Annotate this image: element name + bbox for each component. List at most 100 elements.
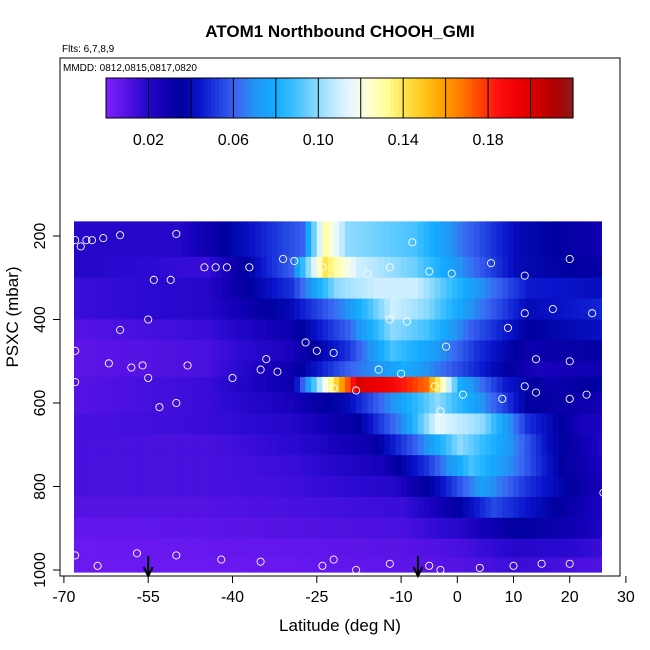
heatmap-cell xyxy=(97,221,104,258)
heatmap-cell xyxy=(406,319,413,341)
heatmap-cell xyxy=(305,298,312,320)
heatmap-cell xyxy=(232,455,239,477)
heatmap-cell xyxy=(530,557,537,573)
heatmap-cell xyxy=(586,298,593,320)
colorbar-segment xyxy=(460,78,465,118)
heatmap-cell xyxy=(586,277,593,300)
colorbar-segment xyxy=(557,78,562,118)
heatmap-cell xyxy=(333,319,340,341)
heatmap-cell xyxy=(632,377,638,393)
heatmap-cell xyxy=(165,476,172,498)
heatmap-cell xyxy=(513,455,520,477)
heatmap-cell xyxy=(496,557,503,573)
colorbar-segment xyxy=(125,78,130,118)
heatmap-cell xyxy=(142,298,149,320)
colorbar-segment xyxy=(172,78,177,118)
observation-point xyxy=(144,373,153,383)
heatmap-cell xyxy=(210,455,217,477)
heatmap-cell xyxy=(254,256,262,279)
heatmap-cell xyxy=(592,277,599,300)
heatmap-cell xyxy=(609,361,615,377)
heatmap-cell xyxy=(187,221,194,258)
heatmap-cell xyxy=(569,476,576,498)
heatmap-cell xyxy=(74,434,76,456)
heatmap-cell xyxy=(159,413,166,435)
heatmap-cell xyxy=(181,517,189,540)
heatmap-cell xyxy=(434,298,441,320)
heatmap-cell xyxy=(474,434,481,456)
heatmap-cell xyxy=(412,517,419,540)
heatmap-cell xyxy=(254,277,262,300)
heatmap-cell xyxy=(271,392,278,414)
heatmap-cell xyxy=(148,538,155,558)
heatmap-cell xyxy=(423,298,430,320)
heatmap-cell xyxy=(626,278,632,299)
heatmap-cell xyxy=(266,319,273,341)
heatmap-cell xyxy=(451,277,458,300)
heatmap-cell xyxy=(249,298,256,320)
heatmap-cell xyxy=(580,538,588,558)
heatmap-cell xyxy=(153,376,160,394)
heatmap-cell xyxy=(434,496,441,519)
heatmap-cell xyxy=(434,221,441,258)
heatmap-cell xyxy=(597,538,602,558)
observation-point xyxy=(104,359,113,368)
heatmap-cell xyxy=(165,413,172,435)
heatmap-cell xyxy=(210,256,217,279)
heatmap-cell xyxy=(170,340,177,362)
heatmap-cell xyxy=(254,413,262,435)
heatmap-cell xyxy=(120,517,127,540)
heatmap-cell xyxy=(181,376,189,394)
observation-point xyxy=(222,263,231,272)
observation-point xyxy=(436,407,445,416)
heatmap-cell xyxy=(626,539,632,558)
heatmap-cell xyxy=(485,376,492,394)
heatmap-cell xyxy=(131,277,138,300)
heatmap-cell xyxy=(238,361,245,378)
heatmap-cell xyxy=(299,476,307,498)
heatmap-cell xyxy=(187,376,194,394)
colorbar-segment xyxy=(569,78,574,118)
heatmap-cell xyxy=(637,377,643,393)
heatmap-cell xyxy=(249,517,256,540)
heatmap-cell xyxy=(114,496,121,519)
heatmap-cell xyxy=(311,496,318,519)
heatmap-cell xyxy=(597,298,602,320)
heatmap-cell xyxy=(434,517,441,540)
heatmap-cell xyxy=(637,413,643,434)
heatmap-cell xyxy=(260,557,267,573)
heatmap-cell xyxy=(311,376,318,394)
heatmap-cells xyxy=(74,221,643,573)
heatmap-cell xyxy=(423,221,430,258)
heatmap-cell xyxy=(356,277,363,300)
heatmap-cell xyxy=(580,517,588,540)
heatmap-cell xyxy=(97,256,104,279)
heatmap-cell xyxy=(288,221,295,258)
heatmap-cell xyxy=(558,392,565,414)
heatmap-cell xyxy=(513,517,520,540)
heatmap-cell xyxy=(92,221,99,258)
heatmap-cell xyxy=(215,319,222,341)
heatmap-cell xyxy=(159,557,166,573)
colorbar-segment xyxy=(261,78,267,118)
heatmap-cell xyxy=(283,319,290,341)
heatmap-cell xyxy=(108,221,115,258)
heatmap-cell xyxy=(552,434,559,456)
heatmap-cell xyxy=(221,413,228,435)
colorbar-segment xyxy=(292,78,298,118)
heatmap-cell xyxy=(384,557,391,573)
heatmap-cell xyxy=(401,277,408,300)
heatmap-cell xyxy=(187,277,194,300)
heatmap-cell xyxy=(592,319,599,341)
heatmap-cell xyxy=(148,557,155,573)
heatmap-cell xyxy=(378,455,385,477)
heatmap-cell xyxy=(541,496,548,519)
heatmap-cell xyxy=(632,393,638,414)
heatmap-cell xyxy=(513,277,520,300)
heatmap-cell xyxy=(103,455,110,477)
heatmap-cell xyxy=(153,434,160,456)
heatmap-cell xyxy=(277,517,284,540)
heatmap-cell xyxy=(361,298,368,320)
heatmap-cell xyxy=(181,557,189,573)
heatmap-cell xyxy=(597,496,602,519)
